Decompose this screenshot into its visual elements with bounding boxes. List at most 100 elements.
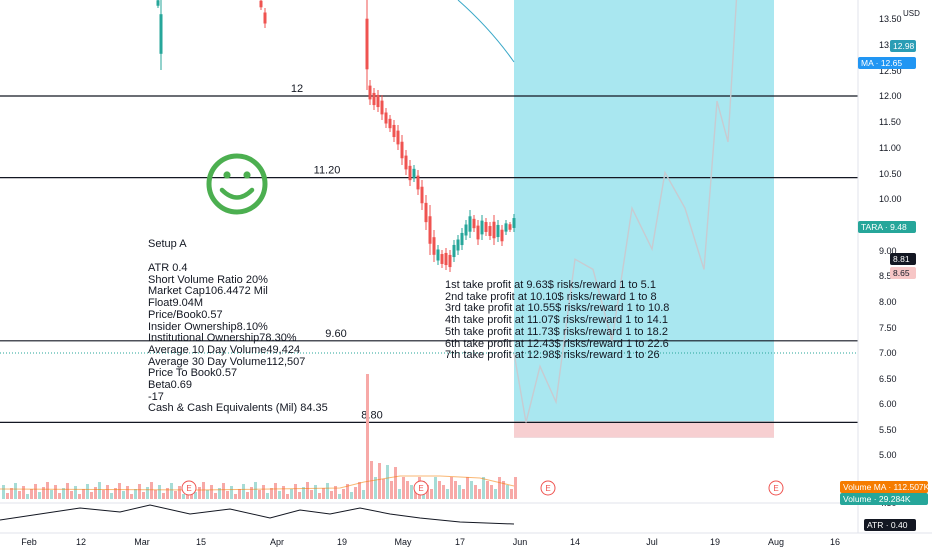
volume-bar bbox=[246, 492, 249, 499]
volume-bar bbox=[498, 477, 501, 499]
volume-bar bbox=[182, 494, 185, 499]
volume-bar bbox=[386, 465, 389, 499]
volume-bar bbox=[62, 488, 65, 499]
time-axis[interactable]: Feb 12 Mar 15 Apr 19 May 17 Jun 14 Jul 19 Aug 16 bbox=[21, 537, 840, 547]
price-tick-label: 12.50 bbox=[879, 66, 902, 76]
volume-bar bbox=[250, 487, 253, 499]
volume-bar bbox=[2, 485, 5, 499]
volume-bar bbox=[362, 490, 365, 499]
candle-body bbox=[416, 175, 420, 190]
volume-bar bbox=[294, 484, 297, 499]
volume-bar bbox=[314, 485, 317, 499]
candle-body bbox=[404, 155, 408, 170]
time-tick-label: 17 bbox=[455, 537, 465, 547]
price-tick-label: 12.00 bbox=[879, 91, 902, 101]
price-tick-label: 5.00 bbox=[879, 450, 897, 460]
candle-body bbox=[456, 239, 460, 251]
volume-bar bbox=[330, 491, 333, 499]
setup-stat-line: ATR 0.4 bbox=[148, 262, 188, 274]
candles bbox=[156, 0, 516, 272]
take-profit-line: 4th take profit at 11.07$ risks/reward 1… bbox=[445, 314, 668, 327]
volume-bar bbox=[146, 487, 149, 499]
volume-bar bbox=[234, 494, 237, 499]
earnings-marker-label: E bbox=[545, 484, 550, 493]
time-tick-label: Aug bbox=[768, 537, 784, 547]
volume-tag-label: Volume · 29.284K bbox=[843, 494, 911, 504]
volume-bar bbox=[66, 483, 69, 499]
time-tick-label: 12 bbox=[76, 537, 86, 547]
volume-bar bbox=[238, 489, 241, 499]
volume-bar bbox=[374, 477, 377, 499]
price-axis[interactable]: 13.5013.0012.5012.0011.5011.0010.5010.00… bbox=[879, 0, 902, 508]
price-tag bbox=[890, 253, 916, 265]
volume-bar bbox=[166, 488, 169, 499]
volume-bar bbox=[254, 482, 257, 499]
volume-bar bbox=[6, 493, 9, 499]
earnings-marker[interactable] bbox=[181, 480, 197, 496]
volume-bar bbox=[506, 485, 509, 499]
volume-bar bbox=[210, 485, 213, 499]
price-tag-label: TARA · 9.48 bbox=[861, 222, 907, 232]
level-label: 9.60 bbox=[325, 328, 346, 340]
price-tag bbox=[858, 57, 916, 69]
volume-bar bbox=[446, 489, 449, 499]
volume-bar bbox=[354, 487, 357, 499]
volume-bar bbox=[262, 485, 265, 499]
volume-bar bbox=[178, 486, 181, 499]
volume-bar bbox=[310, 490, 313, 499]
candle-body bbox=[480, 220, 484, 235]
volume-bar bbox=[154, 490, 157, 499]
setup-stat-line: Insider Ownership8.10% bbox=[148, 320, 268, 333]
volume-bar bbox=[434, 477, 437, 499]
earnings-marker[interactable] bbox=[768, 480, 784, 496]
candle-body bbox=[384, 112, 388, 124]
volume-bar bbox=[438, 481, 441, 499]
take-profit-line: 7th take profit at 12.98$ risks/reward 1… bbox=[445, 349, 660, 362]
setup-stat-line: Beta0.69 bbox=[148, 379, 193, 392]
atr-tag-label: ATR · 0.40 bbox=[867, 520, 908, 530]
volume-bar bbox=[30, 489, 33, 499]
volume-bar bbox=[58, 493, 61, 499]
candle-body bbox=[412, 168, 416, 179]
volume-bar bbox=[202, 482, 205, 499]
volume-bar bbox=[74, 486, 77, 499]
volume-bar bbox=[462, 489, 465, 499]
volume-bar bbox=[318, 493, 321, 499]
candle-body bbox=[259, 0, 263, 8]
volume-bar bbox=[230, 486, 233, 499]
level-label: 12 bbox=[291, 83, 303, 95]
volume-bar bbox=[98, 482, 101, 499]
volume-bar bbox=[110, 493, 113, 499]
setup-stat-line: Float9.04M bbox=[148, 297, 204, 310]
volume-bar bbox=[138, 484, 141, 499]
setup-stat-line: Institutional Ownership78.30% bbox=[148, 332, 297, 345]
time-tick-label: 15 bbox=[196, 537, 206, 547]
projection-path bbox=[513, 0, 738, 423]
time-tick-label: Jun bbox=[513, 537, 528, 547]
volume-bar bbox=[302, 487, 305, 499]
volume-bar bbox=[194, 492, 197, 499]
price-tick-label: 11.50 bbox=[879, 117, 901, 127]
volume-bar bbox=[130, 494, 133, 499]
volume-bar bbox=[54, 485, 57, 499]
price-tag bbox=[890, 40, 916, 52]
volume-bar bbox=[466, 477, 469, 499]
earnings-marker[interactable] bbox=[413, 480, 429, 496]
setup-stat-line: Price To Book0.57 bbox=[148, 367, 238, 380]
earnings-marker[interactable] bbox=[540, 480, 556, 496]
volume-bar bbox=[278, 491, 281, 499]
setup-stat-line: Short Volume Ratio 20% bbox=[148, 273, 268, 286]
candle-body bbox=[368, 85, 372, 100]
volume-bar bbox=[430, 489, 433, 499]
volume-bar bbox=[370, 461, 373, 499]
position-zones bbox=[514, 0, 774, 438]
volume-bar bbox=[378, 463, 381, 499]
volume-bar bbox=[298, 492, 301, 499]
price-tag-label: 8.65 bbox=[893, 268, 910, 278]
volume-bar bbox=[514, 477, 517, 499]
price-tick-label: 10.00 bbox=[879, 194, 902, 204]
target-zone bbox=[514, 0, 774, 354]
horizontal-levels: 12 11.20 9.60 8.80 bbox=[0, 83, 858, 423]
